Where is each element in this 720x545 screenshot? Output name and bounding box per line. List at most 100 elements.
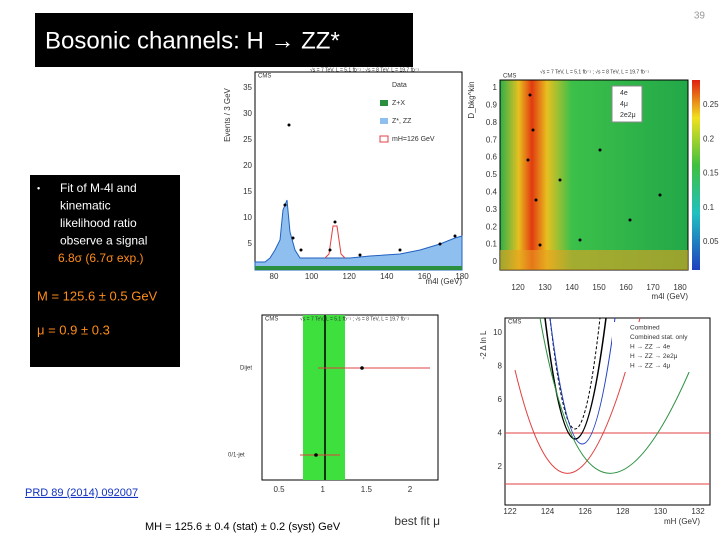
- tick-label: 0.25: [703, 100, 719, 109]
- tick-label: 130: [654, 507, 668, 516]
- tick-label: 0.2: [703, 134, 715, 143]
- tick-label: 2: [498, 462, 503, 471]
- bullet-line: Fit of M-4l and: [60, 181, 137, 195]
- x-label: best fit μ: [394, 514, 440, 528]
- tick-label: 10: [493, 328, 502, 337]
- tick-label: 0.8: [486, 118, 498, 127]
- data-points: [283, 123, 457, 257]
- events: [526, 93, 662, 247]
- tick-label: 128: [616, 507, 630, 516]
- tick-label: 35: [243, 83, 252, 92]
- tick-label: 160: [619, 283, 633, 292]
- tick-label: 0.15: [703, 169, 719, 178]
- legend-entry: 2e2μ: [620, 112, 636, 119]
- tick-label: 4: [498, 429, 503, 438]
- mass: M = 125.6 ± 0.5 GeV: [37, 288, 158, 303]
- title-box: [35, 13, 413, 67]
- legend-entry: mH=126 GeV: [392, 136, 435, 143]
- legend-entry: Combined stat. only: [630, 334, 688, 341]
- figure-mu: CMS √s = 7 TeV, L = 5.1 fb⁻¹ ; √s = 8 Te…: [228, 314, 440, 528]
- y-label: -2 Δ ln L: [479, 330, 488, 359]
- tick-label: 126: [579, 507, 593, 516]
- tick-label: 140: [565, 283, 579, 292]
- tick-label: 0.6: [486, 153, 498, 162]
- tick-label: 0.05: [703, 237, 719, 246]
- fig-header: CMS: [503, 74, 516, 80]
- tick-label: 120: [343, 272, 357, 281]
- reference-link[interactable]: PRD 89 (2014) 092007: [25, 487, 138, 499]
- tick-label: 0.9: [486, 101, 498, 110]
- bullet-line: kinematic: [60, 199, 111, 213]
- tick-label: 170: [646, 283, 660, 292]
- tick-label: 6: [498, 395, 503, 404]
- legend-entry: H → ZZ → 4μ: [630, 363, 670, 370]
- tick-label: 0: [493, 257, 498, 266]
- tick-label: 20: [243, 161, 252, 170]
- frame: [499, 79, 689, 271]
- significance: 6.8σ (6.7σ exp.): [58, 251, 144, 265]
- figure-2d: CMS √s = 7 TeV, L = 5.1 fb⁻¹ ; √s = 8 Te…: [467, 68, 700, 301]
- tick-label: 0.3: [486, 205, 498, 214]
- row-label: 0/1-jet: [228, 453, 245, 459]
- legend-entry: H → ZZ → 2e2μ: [630, 353, 678, 360]
- tick-label: 1: [320, 485, 325, 494]
- figure-mass: CMS √s = 7 TeV, L = 5.1 fb⁻¹ ; √s = 8 Te…: [223, 66, 463, 286]
- tick-label: 30: [243, 109, 252, 118]
- tick-label: 0.1: [486, 240, 498, 249]
- tick-label: 100: [305, 272, 319, 281]
- reference[interactable]: PRD 89 (2014) 092007: [25, 487, 138, 499]
- tick-label: 180: [455, 272, 469, 281]
- caption: MH = 125.6 ± 0.4 (stat) ± 0.2 (syst) GeV: [145, 521, 341, 533]
- tick-label: 80: [270, 272, 279, 281]
- x-label: mH (GeV): [664, 517, 700, 526]
- tick-label: 150: [592, 283, 606, 292]
- tick-label: 0.5: [273, 485, 285, 494]
- band: [303, 315, 345, 480]
- tick-label: 132: [691, 507, 705, 516]
- fig-lumi: √s = 7 TeV, L = 5.1 fb⁻¹ ; √s = 8 TeV, L…: [310, 66, 419, 73]
- tick-label: 122: [503, 507, 517, 516]
- tick-label: 0.4: [486, 188, 498, 197]
- tick-label: 15: [243, 187, 252, 196]
- tick-label: 0.7: [486, 135, 498, 144]
- tick-label: 180: [673, 283, 687, 292]
- tick-label: 0.5: [486, 170, 498, 179]
- legend-entry: H → ZZ → 4e: [630, 344, 670, 351]
- mu: μ = 0.9 ± 0.3: [37, 322, 110, 337]
- fig-lumi: √s = 7 TeV, L = 5.1 fb⁻¹ ; √s = 8 TeV, L…: [540, 68, 649, 75]
- fig-lumi: √s = 7 TeV, L = 5.1 fb⁻¹ ; √s = 8 TeV, L…: [300, 315, 409, 322]
- row-label: Dijet: [240, 366, 252, 372]
- figure-scan: CMS -2 Δ ln L mH (GeV): [479, 317, 711, 526]
- fig-header: CMS: [258, 74, 271, 80]
- tick-label: 8: [498, 362, 503, 371]
- frame: [261, 314, 439, 481]
- fig-header: CMS: [508, 320, 521, 326]
- bullet: •: [37, 183, 40, 193]
- signal: [324, 225, 346, 259]
- tick-label: 1: [493, 83, 498, 92]
- legend-entry: Z+X: [392, 100, 405, 107]
- colorbar: [692, 80, 700, 270]
- summary-box: [30, 175, 180, 367]
- legend-entry: Combined: [630, 325, 660, 332]
- legend-entry: Z*, ZZ: [392, 118, 412, 125]
- x-label: m4l (GeV): [652, 292, 689, 301]
- tick-label: 10: [243, 213, 252, 222]
- tick-label: 0.2: [486, 222, 498, 231]
- tick-label: 130: [538, 283, 552, 292]
- legend-entry: 4μ: [620, 101, 628, 108]
- fig-header: CMS: [265, 317, 278, 323]
- tick-label: 25: [243, 135, 252, 144]
- page-number: 39: [694, 11, 706, 22]
- legend-entry: 4e: [620, 90, 628, 97]
- bullet-line: observe a signal: [60, 234, 147, 248]
- tick-label: 5: [248, 239, 253, 248]
- zz-background: [254, 199, 463, 271]
- tick-label: 2: [408, 485, 413, 494]
- x-label: m4l (GeV): [426, 277, 463, 286]
- tick-label: 120: [511, 283, 525, 292]
- y-label: Events / 3 GeV: [223, 87, 232, 141]
- legend-entry: Data: [392, 82, 407, 89]
- tick-label: 1.5: [361, 485, 373, 494]
